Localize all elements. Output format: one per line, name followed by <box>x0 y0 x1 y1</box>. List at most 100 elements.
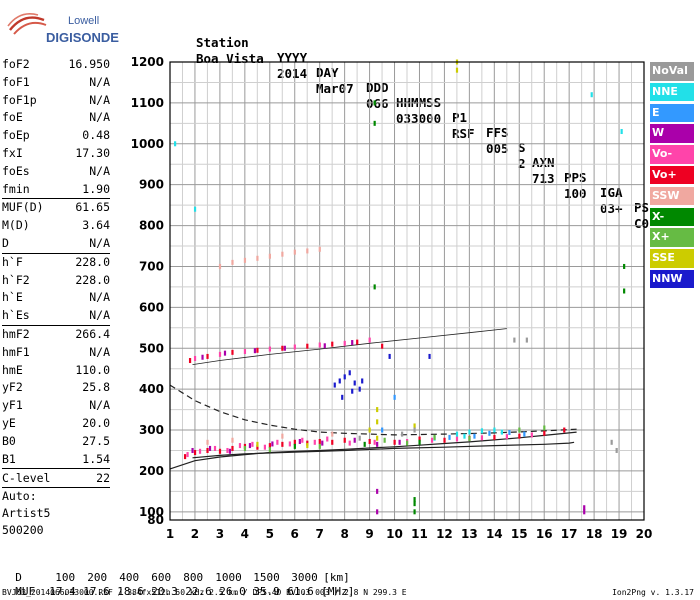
version-info: Ion2Png v. 1.3.17 <box>612 588 694 597</box>
echo-point <box>368 438 371 444</box>
echo-point <box>281 433 284 439</box>
echo-point <box>525 337 528 343</box>
echo-point <box>428 353 431 359</box>
header-ps: C0 <box>634 216 650 231</box>
muf-value: 35.9 <box>253 585 280 598</box>
echo-point <box>373 284 376 290</box>
header-label-station: Station <box>196 35 249 50</box>
echo-point <box>393 439 396 445</box>
legend-item: Vo- <box>650 145 694 164</box>
echo-point <box>493 427 496 433</box>
x-tick-label: 14 <box>486 527 503 541</box>
echo-point <box>623 263 626 269</box>
echo-point <box>183 454 187 460</box>
x-tick-label: 15 <box>511 527 528 541</box>
echo-point <box>373 120 376 126</box>
param-label: D <box>2 235 9 250</box>
muf-value: 17.4 <box>49 585 76 598</box>
legend-item: SSW <box>650 186 694 206</box>
echo-point <box>406 440 409 446</box>
echo-point <box>298 438 301 444</box>
chart-axes: 1 2 3 4 5 6 7 8 9 10 11 12 13 14 15 16 17 18 19 20801002003… <box>131 55 653 541</box>
param-label: foF2 <box>2 57 30 71</box>
echo-point <box>263 444 266 450</box>
echo-point <box>480 435 484 441</box>
echo-point <box>351 388 354 394</box>
param-label: foEp <box>2 128 30 143</box>
echo-point <box>353 380 356 386</box>
echo-point <box>376 407 379 413</box>
param-value: N/A <box>89 398 110 413</box>
distance-label: D <box>15 571 22 584</box>
param-row: foF1 N/A <box>2 74 110 92</box>
param-label: foF1p <box>2 92 37 107</box>
param-value: 20.0 <box>82 415 110 430</box>
param-label: B0 <box>2 433 16 448</box>
param-row: foEs N/A <box>2 163 110 181</box>
muf-value: 61.6 <box>287 585 314 598</box>
echo-point <box>610 439 613 445</box>
legend-item: NoVal <box>650 62 694 81</box>
echo-point <box>376 441 379 447</box>
header-label-ffs: FFS <box>486 125 509 140</box>
param-label: yF1 <box>2 398 23 413</box>
distance-unit: [km] <box>323 571 350 584</box>
echo-point <box>376 419 379 425</box>
param-row: h`F2 228.0 <box>2 272 110 290</box>
param-value: N/A <box>89 92 110 107</box>
legend-item: E <box>650 103 694 123</box>
muf-value: 17.6 <box>83 585 110 598</box>
echo-point <box>341 394 344 400</box>
echo-point <box>321 440 324 446</box>
legend-item: Vo+ <box>650 165 694 185</box>
param-row: h`F 228.0 <box>2 254 110 272</box>
y-tick-label: 600 <box>139 300 164 314</box>
muf-value: 22.6 <box>185 585 212 598</box>
echo-point <box>213 445 217 451</box>
echo-point <box>268 447 271 453</box>
echo-point <box>455 436 459 442</box>
clevel-row: C-level 22 <box>2 469 110 487</box>
x-tick-label: 11 <box>411 527 428 541</box>
param-label: h`F2 <box>2 272 30 287</box>
param-value: 266.4 <box>75 326 110 341</box>
muf-value: 20.3 <box>151 585 178 598</box>
echo-point <box>218 448 222 454</box>
param-label: MUF(D) <box>2 200 44 215</box>
echo-point <box>615 447 618 453</box>
echo-point <box>283 345 286 351</box>
echo-point <box>318 342 321 348</box>
clevel-value: 22 <box>96 471 110 486</box>
y-tick-label: 300 <box>139 423 164 437</box>
echo-point <box>256 347 259 353</box>
echo-point <box>193 206 197 212</box>
echo-point <box>530 432 533 438</box>
param-divider <box>2 252 110 254</box>
legend-item: NNW <box>650 269 694 289</box>
echo-point <box>488 430 491 436</box>
echo-point <box>493 434 496 440</box>
param-label: hmF1 <box>2 344 30 359</box>
echo-point <box>293 443 296 449</box>
x-tick-label: 10 <box>386 527 403 541</box>
header-label-ps: PS <box>634 200 650 215</box>
param-label: yF2 <box>2 380 23 395</box>
param-label: foEs <box>2 163 30 178</box>
echo-point <box>430 437 434 443</box>
legend-item: NNE <box>650 82 694 102</box>
echo-point <box>243 445 247 451</box>
y-tick-label: 800 <box>139 219 164 233</box>
param-value: 228.0 <box>75 254 110 269</box>
echo-point <box>463 433 466 439</box>
echo-point <box>306 248 309 254</box>
echo-point <box>448 434 451 440</box>
echo-point <box>228 448 232 454</box>
echo-point <box>251 441 254 447</box>
param-row: yE 20.0 <box>2 415 110 433</box>
echo-point <box>443 437 446 443</box>
echo-point <box>318 246 321 252</box>
echo-point <box>268 253 271 259</box>
header-year: 2014 <box>277 66 308 81</box>
y-tick-label: 500 <box>139 341 164 355</box>
echo-point <box>543 430 546 436</box>
